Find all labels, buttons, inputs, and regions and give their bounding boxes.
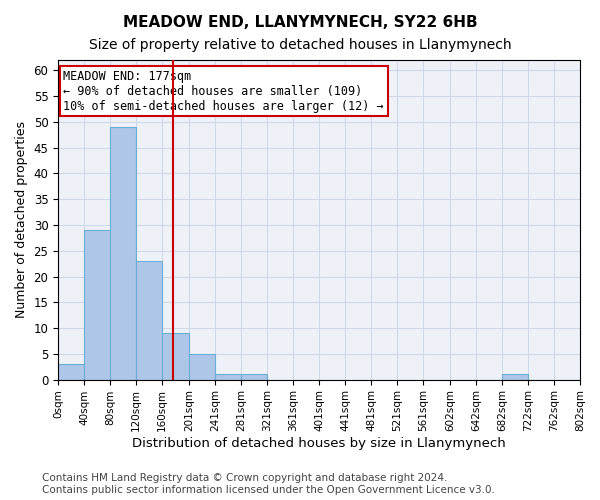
Y-axis label: Number of detached properties: Number of detached properties [15,122,28,318]
Text: Contains HM Land Registry data © Crown copyright and database right 2024.
Contai: Contains HM Land Registry data © Crown c… [42,474,495,495]
Text: Size of property relative to detached houses in Llanymynech: Size of property relative to detached ho… [89,38,511,52]
Bar [189,354,215,380]
Bar [215,374,241,380]
Text: MEADOW END, LLANYMYNECH, SY22 6HB: MEADOW END, LLANYMYNECH, SY22 6HB [122,15,478,30]
Bar [110,127,136,380]
Bar [136,261,162,380]
Text: MEADOW END: 177sqm
← 90% of detached houses are smaller (109)
10% of semi-detach: MEADOW END: 177sqm ← 90% of detached hou… [64,70,384,112]
X-axis label: Distribution of detached houses by size in Llanymynech: Distribution of detached houses by size … [132,437,506,450]
Bar [502,374,528,380]
Bar [241,374,267,380]
Bar [162,333,189,380]
Bar [58,364,84,380]
Bar [84,230,110,380]
